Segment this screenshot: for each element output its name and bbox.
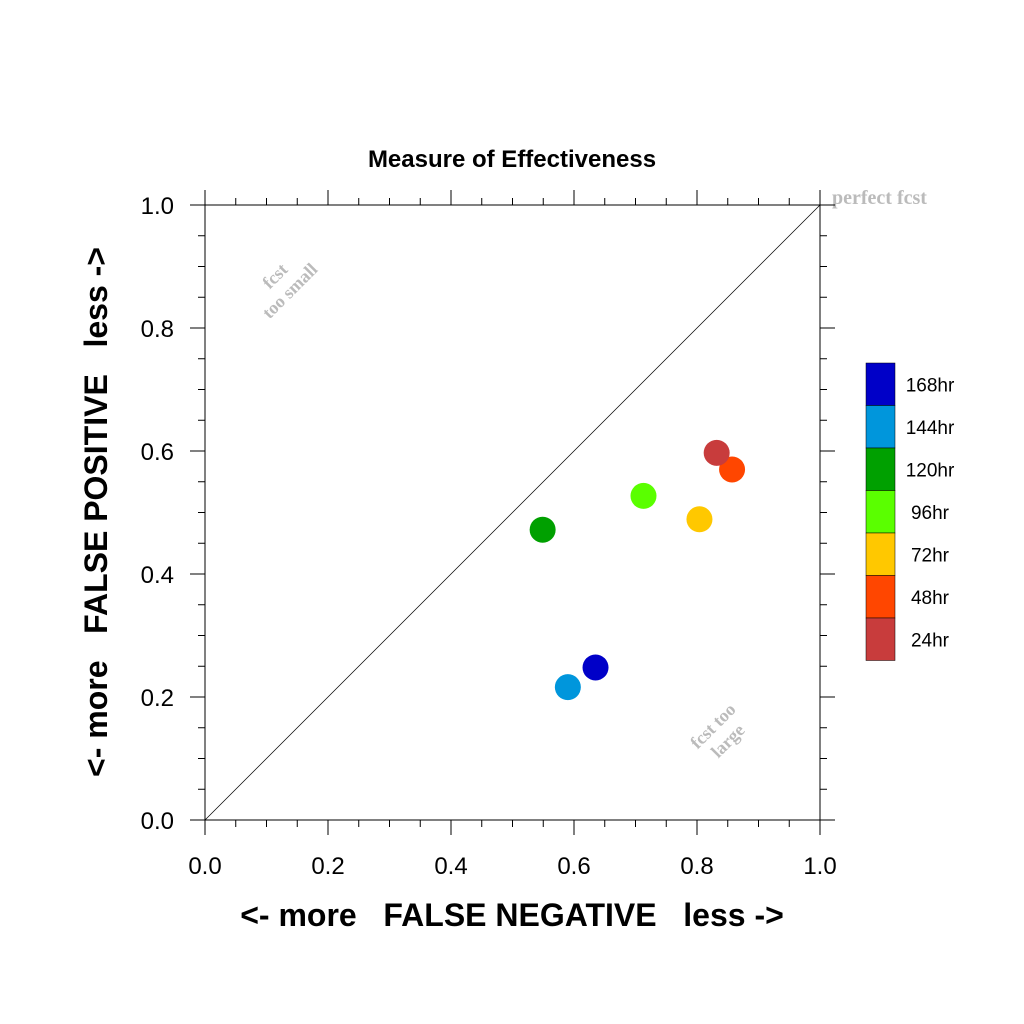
diagonal-reference-line	[204, 204, 821, 821]
legend-box-24hr	[865, 617, 896, 661]
point-144hr	[554, 674, 581, 701]
x-tick-label: 0.4	[434, 853, 467, 880]
y-tick-label: 0.4	[141, 562, 174, 589]
legend-box-48hr	[865, 575, 896, 619]
y-axis-label: <- more FALSE POSITIVE less ->	[78, 247, 114, 777]
legend-label-144hr: 144hr	[906, 418, 955, 439]
legend-box-72hr	[865, 532, 896, 576]
axis-tick-labels: 0.0 0.2 0.4 0.6 0.8 1.0 0.0 0.2 0.4 0.6 0.8 1.0	[141, 193, 837, 880]
y-tick-label: 0.6	[141, 439, 174, 466]
point-168hr	[582, 654, 609, 681]
legend-box-120hr	[865, 447, 896, 491]
point-24hr	[703, 439, 730, 466]
annotation-perfect-fcst: perfect fcst	[832, 187, 927, 209]
annotation-too-large: fcst too large	[686, 699, 748, 761]
y-tick-label: 0.2	[141, 685, 174, 712]
chart-title: Measure of Effectiveness	[368, 146, 656, 173]
legend-label-168hr: 168hr	[906, 375, 955, 396]
legend-label-96hr: 96hr	[911, 503, 950, 524]
legend-label-72hr: 72hr	[911, 545, 950, 566]
legend-box-144hr	[865, 405, 896, 449]
point-48hr	[719, 456, 746, 483]
x-tick-label: 0.2	[311, 853, 344, 880]
axis-ticks	[190, 190, 835, 835]
x-axis-label: <- more FALSE NEGATIVE less ->	[240, 897, 784, 933]
y-tick-label: 1.0	[141, 193, 174, 220]
legend: 168hr 144hr 120hr 96hr 72hr 48hr 24hr	[865, 362, 955, 661]
point-72hr	[686, 506, 713, 533]
x-tick-label: 0.0	[188, 853, 221, 880]
y-tick-label: 0.8	[141, 316, 174, 343]
x-tick-label: 0.6	[557, 853, 590, 880]
x-tick-label: 1.0	[803, 853, 836, 880]
point-96hr	[630, 482, 657, 509]
legend-box-96hr	[865, 490, 896, 534]
annotation-too-small: fcst too small	[258, 259, 321, 322]
data-points	[529, 439, 746, 701]
point-120hr	[529, 516, 556, 543]
legend-label-120hr: 120hr	[906, 460, 955, 481]
y-tick-label: 0.0	[141, 808, 174, 835]
legend-box-168hr	[865, 362, 896, 406]
x-tick-label: 0.8	[680, 853, 713, 880]
legend-label-48hr: 48hr	[911, 588, 950, 609]
legend-label-24hr: 24hr	[911, 630, 950, 651]
